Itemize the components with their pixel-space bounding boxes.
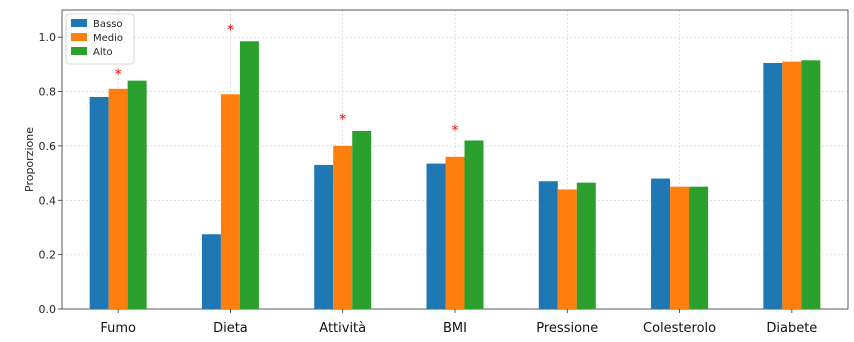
significance-star: * [339, 112, 346, 128]
y-tick-label: 0.0 [39, 303, 57, 316]
bar-basso-colesterolo [651, 178, 671, 309]
bar-alto-colesterolo [689, 186, 709, 309]
bar-basso-fumo [89, 96, 109, 310]
y-axis-title: Proporzione [23, 127, 36, 192]
bar-alto-diabete [801, 60, 821, 309]
y-tick-label: 0.8 [39, 86, 57, 99]
legend: Basso Medio Alto [65, 13, 135, 65]
legend-swatch [71, 47, 87, 55]
significance-star: * [452, 123, 459, 139]
bars [89, 41, 821, 310]
significance-star: * [115, 67, 122, 83]
legend-label: Basso [93, 19, 123, 30]
bar-medio-diabete [782, 61, 802, 310]
bar-alto-attività [352, 130, 372, 309]
x-tick-label: Diabete [766, 321, 817, 336]
significance-markers: * * * * [115, 22, 459, 139]
bar-alto-dieta [239, 41, 259, 309]
bar-medio-colesterolo [670, 186, 690, 309]
bar-basso-bmi [426, 163, 446, 309]
bar-alto-fumo [127, 80, 147, 309]
y-tick-label: 0.2 [39, 249, 57, 262]
bar-medio-fumo [108, 88, 128, 309]
y-tick-label: 1.0 [39, 31, 57, 44]
bar-basso-pressione [538, 181, 558, 309]
legend-label: Alto [93, 47, 113, 58]
bar-medio-attività [333, 145, 353, 309]
legend-label: Medio [93, 33, 123, 44]
bar-alto-pressione [576, 182, 596, 309]
bar-basso-attività [314, 164, 334, 309]
y-tick-label: 0.6 [39, 140, 57, 153]
significance-star: * [227, 22, 234, 38]
bar-basso-diabete [763, 63, 783, 309]
x-tick-label: Pressione [536, 321, 598, 336]
x-tick-label: BMI [443, 321, 467, 336]
x-tick-label: Fumo [100, 321, 136, 336]
legend-swatch [71, 33, 87, 41]
legend-swatch [71, 19, 87, 27]
bar-basso-dieta [201, 234, 221, 309]
x-tick-label: Attività [319, 321, 366, 336]
x-tick-label: Dieta [213, 321, 248, 336]
y-tick-label: 0.4 [39, 194, 57, 207]
bar-medio-pressione [557, 189, 577, 309]
x-tick-label: Colesterolo [643, 321, 716, 336]
bar-medio-dieta [220, 94, 240, 309]
bar-medio-bmi [445, 156, 465, 309]
bar-alto-bmi [464, 140, 484, 309]
